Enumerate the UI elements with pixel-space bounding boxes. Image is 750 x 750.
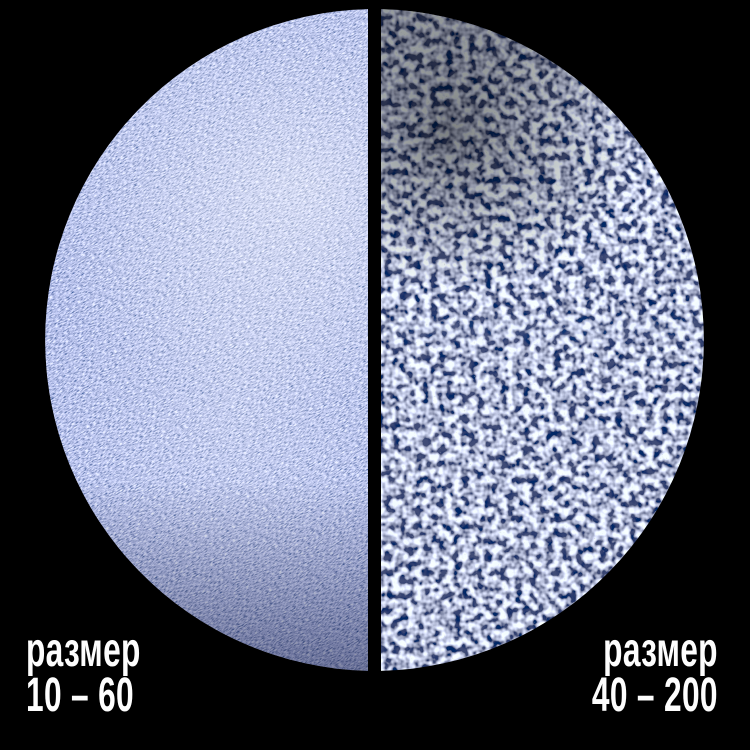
right-size-range: 40 – 200 — [592, 669, 718, 722]
watermark-band — [396, 318, 696, 341]
right-size-title: размер — [603, 624, 718, 677]
left-size-range: 10 – 60 — [26, 669, 135, 722]
left-size-title: размер — [26, 624, 141, 677]
divider — [368, 0, 381, 750]
left-size-label: размер 10 – 60 — [26, 624, 200, 722]
right-size-label: размер 40 – 200 — [527, 624, 718, 722]
